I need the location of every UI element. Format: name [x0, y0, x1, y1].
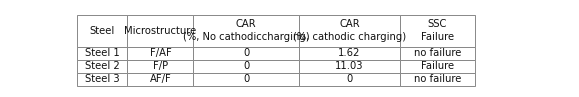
Bar	[299, 15, 400, 47]
Text: Steel 3: Steel 3	[85, 74, 119, 84]
Text: Microstructure: Microstructure	[124, 26, 196, 36]
Bar	[127, 60, 193, 73]
Text: Failure: Failure	[421, 61, 454, 71]
Text: SSC: SSC	[428, 19, 447, 29]
Text: CAR: CAR	[339, 19, 360, 29]
Bar	[127, 73, 193, 86]
Bar	[400, 15, 475, 47]
Bar	[127, 15, 193, 47]
Text: F/P: F/P	[153, 61, 168, 71]
Text: 11.03: 11.03	[335, 61, 364, 71]
Bar	[77, 73, 127, 86]
Text: (%, cathodic charging): (%, cathodic charging)	[293, 32, 406, 42]
Bar	[193, 60, 299, 73]
Text: Steel: Steel	[90, 26, 115, 36]
Text: AF/F: AF/F	[149, 74, 171, 84]
Bar	[77, 47, 127, 60]
Bar	[400, 60, 475, 73]
Bar	[299, 60, 400, 73]
Text: F/AF: F/AF	[149, 48, 171, 58]
Text: 1.62: 1.62	[338, 48, 361, 58]
Bar	[127, 47, 193, 60]
Text: Failure: Failure	[421, 32, 454, 42]
Text: CAR: CAR	[236, 19, 256, 29]
Bar	[299, 73, 400, 86]
Bar	[400, 47, 475, 60]
Text: 0: 0	[243, 61, 250, 71]
Text: 0: 0	[243, 48, 250, 58]
Text: 0: 0	[346, 74, 353, 84]
Text: no failure: no failure	[414, 74, 461, 84]
Text: (%, No cathodiccharging): (%, No cathodiccharging)	[183, 32, 310, 42]
Bar	[400, 73, 475, 86]
Bar	[77, 15, 127, 47]
Bar	[193, 47, 299, 60]
Bar	[193, 15, 299, 47]
Bar	[299, 47, 400, 60]
Text: Steel 2: Steel 2	[85, 61, 119, 71]
Text: Steel 1: Steel 1	[85, 48, 119, 58]
Bar	[193, 73, 299, 86]
Text: no failure: no failure	[414, 48, 461, 58]
Text: 0: 0	[243, 74, 250, 84]
Bar	[77, 60, 127, 73]
